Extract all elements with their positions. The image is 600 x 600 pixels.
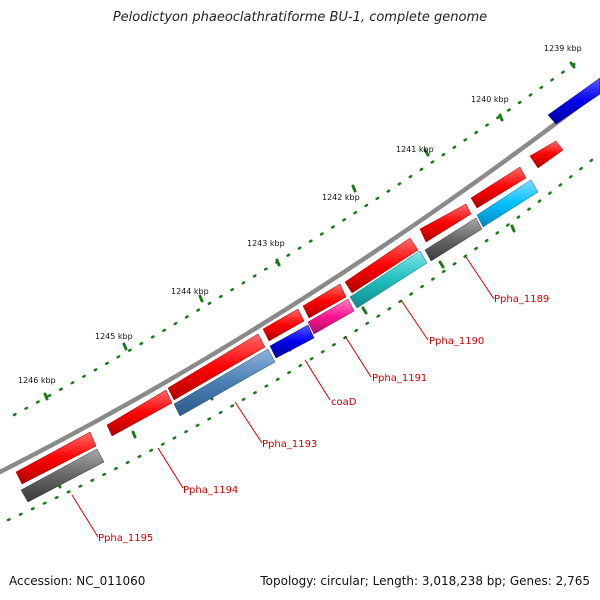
gene-feature-red-1242[interactable] [344, 237, 419, 294]
kbp-label-1245: 1245 kbp [95, 332, 133, 341]
gene-feature-blue-1239[interactable] [547, 77, 600, 125]
gene-label-Ppha_1189[interactable]: Ppha_1189 [494, 294, 549, 305]
gene-feature-Ppha_1190[interactable] [349, 250, 428, 309]
gene-feature-red-1243[interactable] [302, 283, 347, 319]
gene-labels: Ppha_1189 Ppha_1190 Ppha_1191 coaD Ppha_… [98, 294, 549, 544]
gene-feature-red-1241b[interactable] [419, 203, 472, 243]
gene-label-Ppha_1195[interactable]: Ppha_1195 [98, 533, 153, 544]
kbp-label-1242: 1242 kbp [322, 193, 360, 202]
outer-tick-track [12, 58, 582, 417]
kbp-label-1241: 1241 kbp [396, 145, 434, 154]
gene-feature-Ppha_1193[interactable] [173, 348, 276, 417]
gene-feature-Ppha_1195-gray[interactable] [20, 448, 105, 503]
kbp-label-1239: 1239 kbp [544, 44, 582, 53]
accession-text: Accession: NC_011060 [9, 574, 146, 588]
kbp-label-1243: 1243 kbp [247, 239, 285, 248]
forward-cds-track [15, 77, 600, 485]
genome-backbone [0, 87, 600, 475]
gene-feature-red-1241[interactable] [529, 140, 564, 169]
gene-feature-red-1194[interactable] [106, 389, 173, 437]
gene-label-Ppha_1193[interactable]: Ppha_1193 [262, 439, 317, 450]
gene-feature-coaD[interactable] [269, 324, 315, 359]
gene-label-coaD[interactable]: coaD [331, 397, 357, 408]
gene-feature-red-1245[interactable] [167, 333, 266, 401]
gene-label-Ppha_1190[interactable]: Ppha_1190 [429, 336, 484, 347]
gene-feature-red-1195[interactable] [15, 431, 97, 485]
gene-feature-red-1244[interactable] [262, 308, 305, 342]
second-cds-track [20, 179, 539, 503]
gene-feature-Ppha_1189-gray[interactable] [424, 217, 483, 262]
kbp-labels: 1239 kbp 1240 kbp 1241 kbp 1242 kbp 1243… [18, 44, 582, 385]
genome-summary-text: Topology: circular; Length: 3,018,238 bp… [260, 574, 590, 588]
gene-feature-Ppha_1189-cyan[interactable] [476, 179, 539, 228]
gene-feature-red-1240a[interactable] [470, 166, 527, 209]
kbp-label-1244: 1244 kbp [171, 287, 209, 296]
gene-feature-Ppha_1191[interactable] [307, 298, 355, 335]
map-title: Pelodictyon phaeoclathratiforme BU-1, co… [112, 10, 488, 25]
inner-tick-track [6, 153, 600, 522]
gene-label-Ppha_1191[interactable]: Ppha_1191 [372, 373, 427, 384]
kbp-label-1240: 1240 kbp [471, 95, 509, 104]
kbp-label-1246: 1246 kbp [18, 376, 56, 385]
gene-label-leaders [71, 256, 495, 538]
gene-label-Ppha_1194[interactable]: Ppha_1194 [183, 485, 238, 496]
